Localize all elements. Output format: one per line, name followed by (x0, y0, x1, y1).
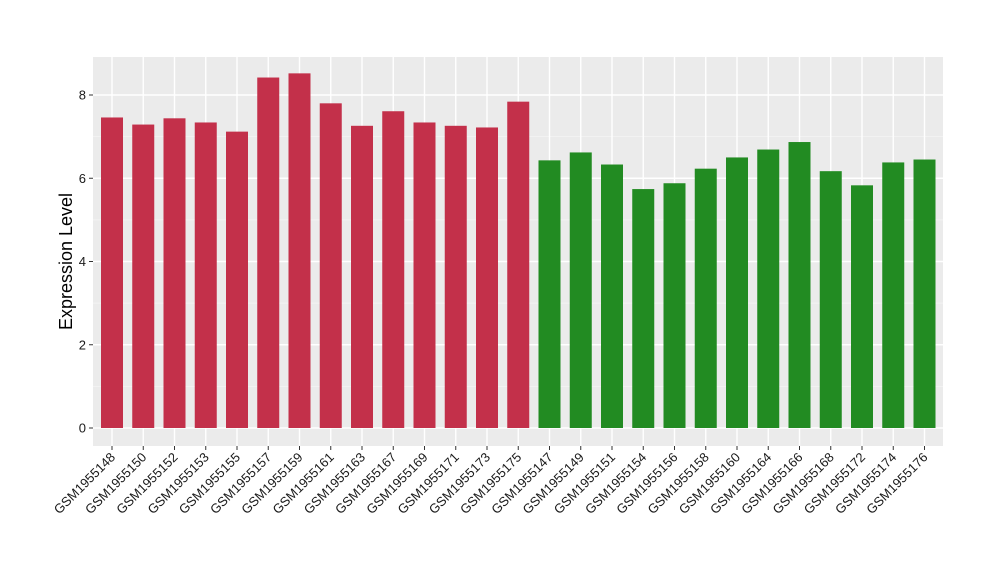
x-axis: GSM1955148GSM1955150GSM1955152GSM1955153… (51, 446, 931, 517)
bar-GSM1955166 (788, 142, 811, 428)
bar-GSM1955157 (257, 77, 280, 428)
bar-GSM1955163 (351, 125, 373, 429)
bar-GSM1955174 (882, 162, 905, 428)
bar-GSM1955154 (632, 189, 655, 428)
bar-GSM1955164 (757, 149, 780, 428)
bar-GSM1955171 (444, 125, 467, 429)
y-tick-label: 2 (79, 337, 86, 352)
bar-GSM1955152 (163, 118, 186, 428)
bar-GSM1955175 (507, 101, 530, 428)
y-axis-title: Expression Level (56, 193, 76, 330)
y-axis: 0 2 4 6 8 (79, 88, 93, 436)
bar-GSM1955153 (194, 122, 217, 428)
y-tick-label: 8 (79, 88, 86, 103)
y-tick-label: 0 (79, 421, 86, 436)
bar-GSM1955167 (382, 111, 405, 428)
bar-GSM1955151 (601, 164, 623, 429)
bar-GSM1955148 (101, 117, 123, 428)
bar-GSM1955150 (132, 124, 155, 429)
bar-GSM1955168 (819, 171, 842, 428)
bar-GSM1955155 (226, 131, 248, 428)
bar-GSM1955173 (476, 127, 498, 428)
bar-GSM1955156 (663, 183, 686, 428)
bar-GSM1955169 (413, 122, 436, 428)
bar-GSM1955172 (851, 185, 873, 428)
y-tick-label: 6 (79, 171, 86, 186)
bar-series (101, 73, 936, 429)
bar-GSM1955160 (726, 157, 748, 428)
bar-GSM1955149 (569, 152, 592, 428)
y-tick-label: 4 (79, 254, 86, 269)
bar-GSM1955158 (694, 168, 717, 428)
bar-GSM1955161 (319, 103, 342, 428)
bar-GSM1955159 (288, 73, 311, 428)
bar-GSM1955147 (538, 160, 561, 428)
bar-GSM1955176 (913, 159, 936, 429)
